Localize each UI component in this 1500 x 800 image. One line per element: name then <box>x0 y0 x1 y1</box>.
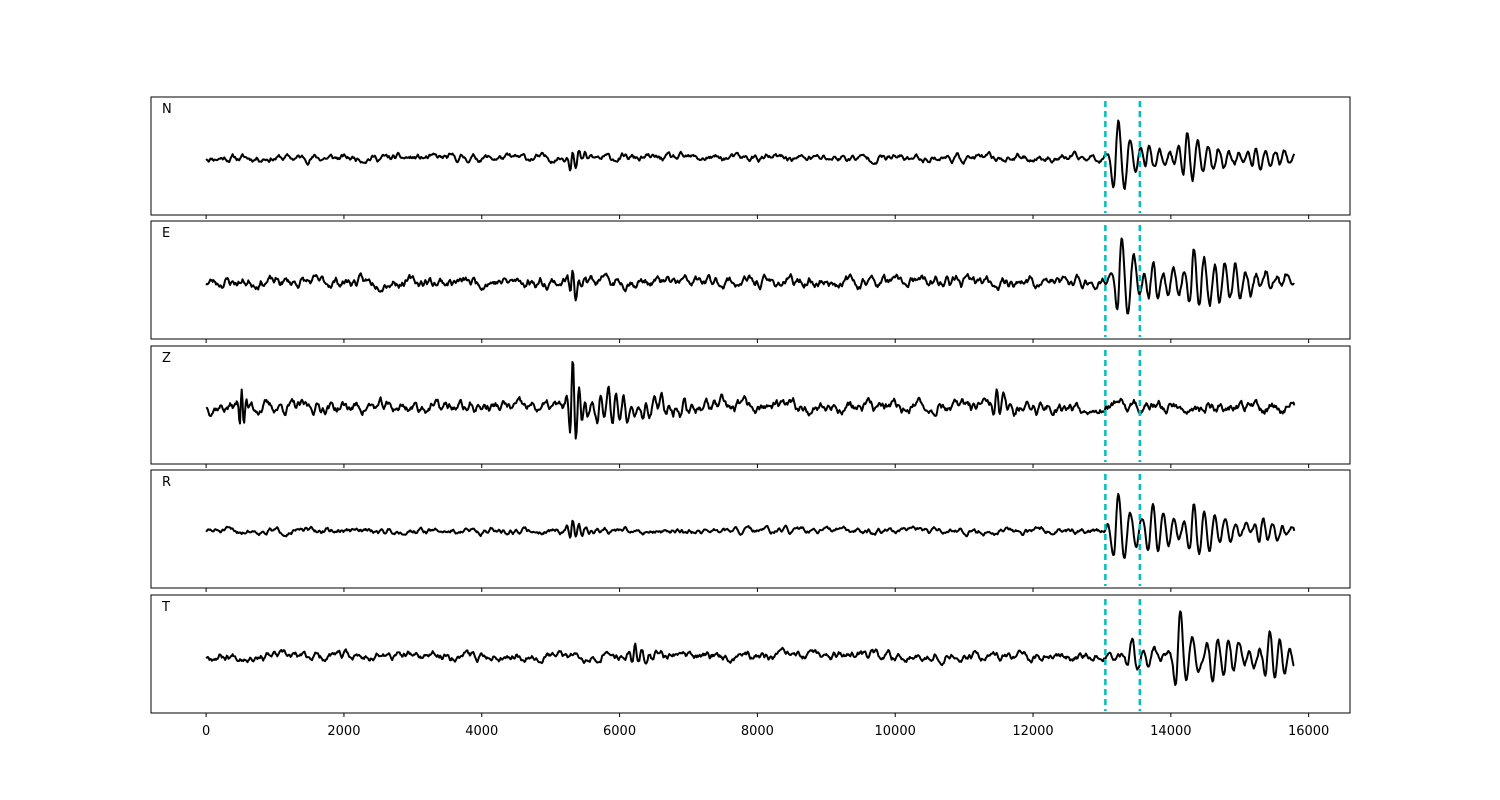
trace-e <box>205 237 1295 315</box>
x-tick-label: 2000 <box>327 724 360 739</box>
x-tick-label: 8000 <box>741 724 774 739</box>
x-tick-label: 4000 <box>465 724 498 739</box>
trace-t <box>205 610 1295 686</box>
panel-frame-r <box>150 469 1351 589</box>
panel-label-n: N <box>162 102 172 117</box>
x-tick-label: 12000 <box>1012 724 1053 739</box>
panel-frame-e <box>150 220 1351 340</box>
panel-e: E <box>150 220 1351 343</box>
x-tick-label: 6000 <box>603 724 636 739</box>
panel-label-z: Z <box>162 351 171 366</box>
x-tick-label: 16000 <box>1288 724 1329 739</box>
x-tick-label: 10000 <box>875 724 916 739</box>
panel-label-r: R <box>162 475 171 490</box>
panel-label-e: E <box>162 226 170 241</box>
panel-frame-t <box>150 594 1351 714</box>
panel-r: R <box>150 469 1351 592</box>
trace-r <box>205 492 1296 559</box>
panel-frame-z <box>150 345 1351 465</box>
x-axis: 0 2000 4000 6000 8000 10000 12000 14000 16000 <box>202 724 1329 739</box>
panel-frame-n <box>150 96 1351 216</box>
trace-n <box>205 119 1296 190</box>
trace-z <box>205 361 1296 440</box>
trace-panels: N E Z R T <box>150 96 1351 717</box>
panel-n: N <box>150 96 1351 219</box>
x-tick-label: 14000 <box>1150 724 1191 739</box>
panel-t: T <box>150 594 1351 717</box>
x-tick-label: 0 <box>202 724 210 739</box>
panel-label-t: T <box>161 600 170 615</box>
panel-z: Z <box>150 345 1351 468</box>
